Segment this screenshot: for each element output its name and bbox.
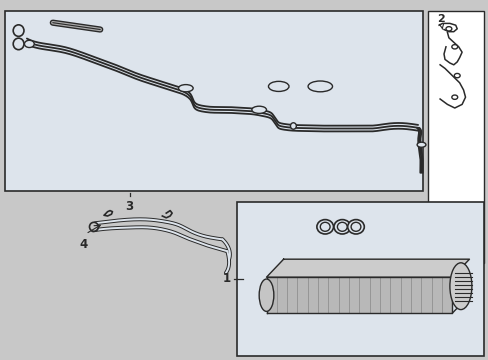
Text: 1: 1 <box>222 273 230 285</box>
Bar <box>5 11 422 191</box>
Ellipse shape <box>89 222 98 231</box>
Ellipse shape <box>316 220 333 234</box>
Circle shape <box>451 45 457 49</box>
Ellipse shape <box>320 222 329 231</box>
Ellipse shape <box>251 106 266 113</box>
Ellipse shape <box>333 220 350 234</box>
Polygon shape <box>266 259 468 277</box>
Text: 2: 2 <box>436 14 444 29</box>
Ellipse shape <box>416 142 425 147</box>
Ellipse shape <box>449 263 471 310</box>
Ellipse shape <box>290 123 296 129</box>
Ellipse shape <box>13 25 24 36</box>
Ellipse shape <box>307 81 332 92</box>
Circle shape <box>445 27 451 31</box>
Ellipse shape <box>268 81 288 91</box>
Ellipse shape <box>347 220 364 234</box>
Ellipse shape <box>178 85 193 92</box>
Circle shape <box>451 95 457 99</box>
Ellipse shape <box>13 38 24 50</box>
Bar <box>237 202 483 356</box>
Ellipse shape <box>337 222 346 231</box>
Bar <box>266 277 451 313</box>
Bar <box>427 11 483 263</box>
Text: 4: 4 <box>79 238 87 251</box>
Text: 3: 3 <box>125 200 133 213</box>
Circle shape <box>453 73 459 78</box>
Circle shape <box>24 40 34 48</box>
Ellipse shape <box>259 279 273 311</box>
Ellipse shape <box>350 222 360 231</box>
